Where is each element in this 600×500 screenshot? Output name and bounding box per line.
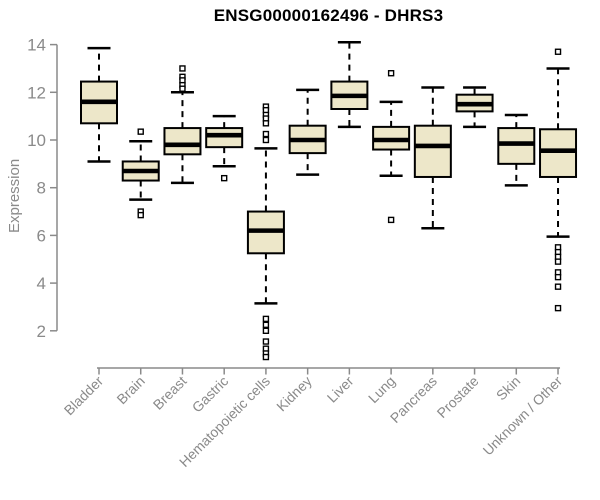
chart-title: ENSG00000162496 - DHRS3: [213, 6, 444, 25]
y-tick-label: 6: [37, 226, 46, 245]
outlier-marker-brain: [137, 128, 144, 135]
x-tick-label-liver: Liver: [324, 373, 357, 406]
y-tick-label: 14: [27, 36, 46, 55]
outlier-marker-brain: [137, 211, 144, 219]
x-tick-label-kidney: Kidney: [273, 373, 315, 415]
outlier-marker-hematopoietic-cells: [262, 130, 270, 138]
box-unknown-other: [539, 128, 578, 178]
outlier-marker-unknown-other: [554, 48, 562, 55]
outlier-marker-hematopoietic-cells: [262, 353, 270, 361]
outlier-marker-unknown-other: [554, 258, 562, 265]
outlier-marker-unknown-other: [554, 304, 562, 312]
x-tick-label-prostate: Prostate: [434, 373, 482, 421]
outlier-marker-hematopoietic-cells: [262, 327, 270, 334]
outlier-marker-hematopoietic-cells: [262, 136, 270, 144]
y-tick-label: 8: [37, 179, 46, 198]
outlier-marker-hematopoietic-cells: [262, 321, 270, 329]
y-tick-label: 10: [27, 131, 46, 150]
x-tick-label-skin: Skin: [493, 373, 524, 404]
x-tick-label-bladder: Bladder: [61, 373, 107, 419]
outlier-marker-hematopoietic-cells: [262, 315, 270, 323]
box-pancreas: [413, 124, 452, 178]
y-tick-label: 12: [27, 83, 46, 102]
outlier-marker-lung: [387, 216, 395, 224]
outlier-marker-gastric: [220, 174, 228, 182]
y-tick-label: 2: [37, 322, 46, 341]
y-tick-label: 4: [37, 274, 46, 293]
x-tick-label-brain: Brain: [113, 373, 147, 407]
x-tick-label-lung: Lung: [365, 373, 398, 406]
outlier-marker-unknown-other: [554, 273, 562, 281]
outlier-marker-hematopoietic-cells: [262, 338, 270, 345]
outlier-marker-unknown-other: [554, 283, 562, 290]
box-breast: [163, 127, 202, 156]
box-skin: [497, 127, 536, 165]
x-tick-label-breast: Breast: [150, 373, 190, 413]
outlier-marker-lung: [387, 70, 395, 77]
outlier-marker-breast: [179, 65, 186, 72]
outlier-marker-hematopoietic-cells: [262, 120, 270, 127]
outlier-marker-breast: [179, 85, 186, 92]
x-tick-label-unknown-other: Unknown / Other: [480, 373, 566, 459]
box-gastric: [205, 127, 244, 149]
